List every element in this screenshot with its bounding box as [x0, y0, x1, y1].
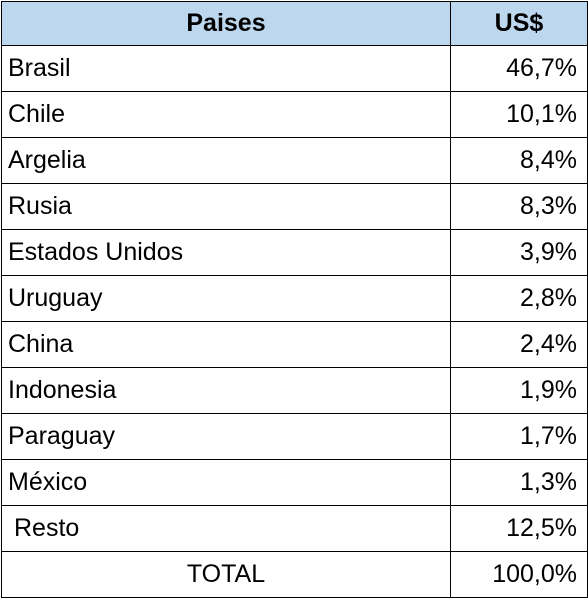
table-header: Paises US$ — [1, 1, 588, 46]
table-row: Indonesia 1,9% — [1, 367, 588, 414]
value-cell[interactable]: 2,8% — [450, 275, 588, 322]
table-row: Uruguay 2,8% — [1, 275, 588, 322]
value-cell[interactable]: 12,5% — [450, 505, 588, 552]
header-row: Paises US$ — [1, 1, 588, 46]
country-cell[interactable]: Estados Unidos — [1, 229, 451, 276]
country-cell[interactable]: Paraguay — [1, 413, 451, 460]
header-cell-usd[interactable]: US$ — [450, 1, 588, 46]
value-cell[interactable]: 1,7% — [450, 413, 588, 460]
total-row: TOTAL 100,0% — [1, 551, 588, 598]
country-cell[interactable]: Brasil — [1, 45, 451, 92]
value-cell[interactable]: 1,9% — [450, 367, 588, 414]
country-cell[interactable]: Resto — [1, 505, 451, 552]
table-row: Resto 12,5% — [1, 505, 588, 552]
table-body: Brasil 46,7% Chile 10,1% Argelia 8,4% Ru… — [1, 45, 588, 598]
table-row: China 2,4% — [1, 321, 588, 368]
country-cell[interactable]: México — [1, 459, 451, 506]
value-cell[interactable]: 46,7% — [450, 45, 588, 92]
table-row: Estados Unidos 3,9% — [1, 229, 588, 276]
total-value-cell[interactable]: 100,0% — [450, 551, 588, 598]
country-cell[interactable]: Indonesia — [1, 367, 451, 414]
country-cell[interactable]: Chile — [1, 91, 451, 138]
table-row: México 1,3% — [1, 459, 588, 506]
country-cell[interactable]: Argelia — [1, 137, 451, 184]
total-label-cell[interactable]: TOTAL — [1, 551, 451, 598]
value-cell[interactable]: 1,3% — [450, 459, 588, 506]
table-row: Brasil 46,7% — [1, 45, 588, 92]
value-cell[interactable]: 3,9% — [450, 229, 588, 276]
country-cell[interactable]: China — [1, 321, 451, 368]
table-row: Rusia 8,3% — [1, 183, 588, 230]
value-cell[interactable]: 10,1% — [450, 91, 588, 138]
value-cell[interactable]: 2,4% — [450, 321, 588, 368]
country-cell[interactable]: Rusia — [1, 183, 451, 230]
table-row: Argelia 8,4% — [1, 137, 588, 184]
value-cell[interactable]: 8,4% — [450, 137, 588, 184]
table-row: Chile 10,1% — [1, 91, 588, 138]
table-row: Paraguay 1,7% — [1, 413, 588, 460]
country-cell[interactable]: Uruguay — [1, 275, 451, 322]
header-cell-paises[interactable]: Paises — [1, 1, 451, 46]
value-cell[interactable]: 8,3% — [450, 183, 588, 230]
